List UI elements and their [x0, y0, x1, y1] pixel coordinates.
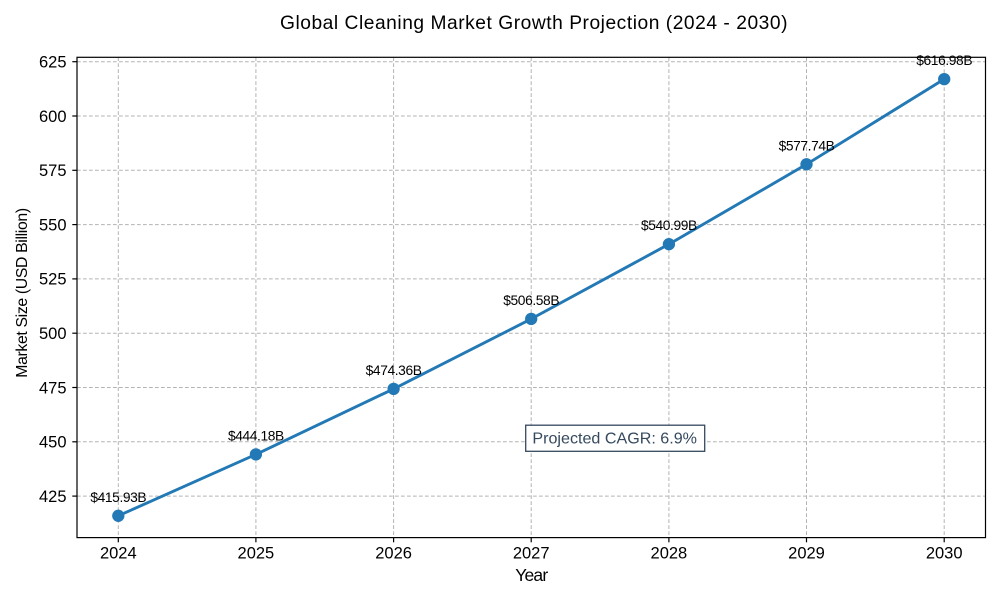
svg-text:2028: 2028 [651, 545, 688, 563]
svg-text:$506.58B: $506.58B [503, 293, 559, 308]
svg-text:2030: 2030 [926, 545, 963, 563]
svg-text:500: 500 [39, 325, 67, 343]
svg-text:Global Cleaning Market Growth: Global Cleaning Market Growth Projection… [280, 13, 788, 34]
svg-text:$474.36B: $474.36B [366, 363, 422, 378]
svg-text:2027: 2027 [513, 545, 550, 563]
svg-text:2024: 2024 [100, 545, 137, 563]
svg-text:$577.74B: $577.74B [779, 138, 835, 153]
svg-text:600: 600 [39, 108, 67, 126]
svg-text:625: 625 [39, 54, 67, 72]
svg-text:Market Size (USD Billion): Market Size (USD Billion) [14, 208, 31, 378]
svg-text:425: 425 [39, 488, 67, 506]
svg-text:2026: 2026 [375, 545, 412, 563]
svg-text:$444.18B: $444.18B [228, 428, 284, 443]
svg-text:450: 450 [39, 434, 67, 452]
svg-text:2029: 2029 [788, 545, 825, 563]
svg-text:2025: 2025 [238, 545, 275, 563]
svg-text:$415.93B: $415.93B [90, 490, 146, 505]
svg-text:Year: Year [515, 565, 548, 585]
svg-text:575: 575 [39, 162, 67, 180]
svg-text:Projected CAGR: 6.9%: Projected CAGR: 6.9% [532, 429, 697, 447]
svg-text:$540.99B: $540.99B [641, 218, 697, 233]
svg-text:525: 525 [39, 271, 67, 289]
svg-text:$616.98B: $616.98B [916, 53, 972, 68]
svg-text:475: 475 [39, 379, 67, 397]
svg-text:550: 550 [39, 216, 67, 234]
